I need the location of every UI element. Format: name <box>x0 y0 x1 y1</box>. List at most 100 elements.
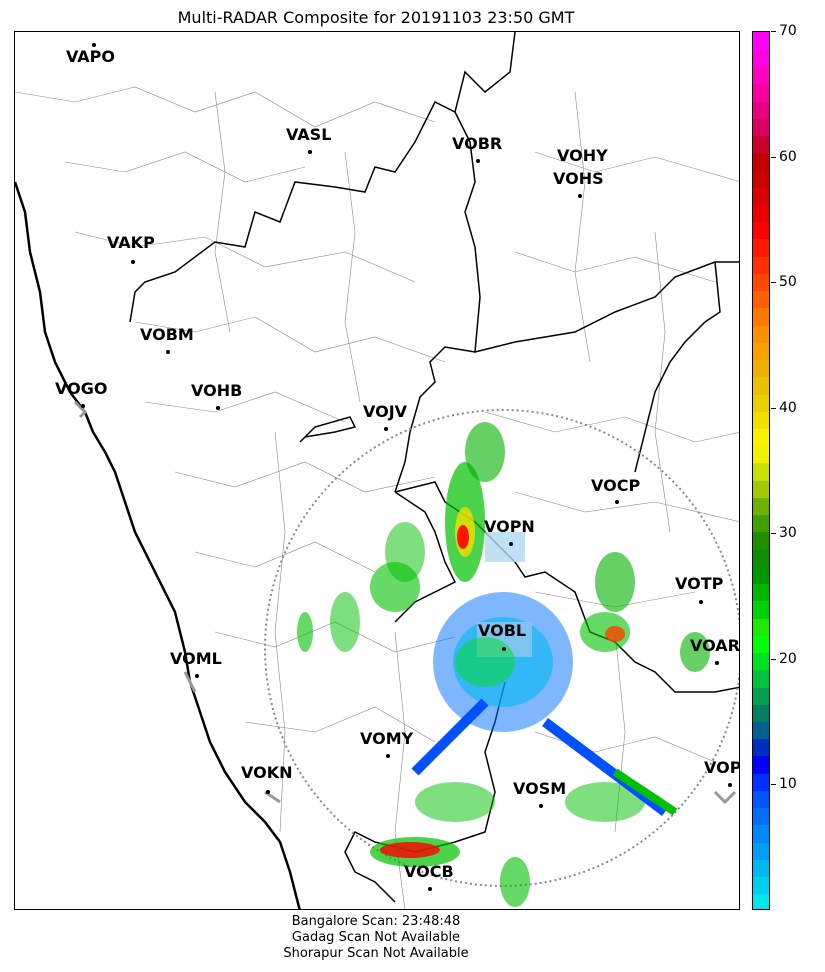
colorbar-segment <box>753 514 769 533</box>
colorbar-tick-label: 20 <box>779 650 797 667</box>
colorbar-segment <box>753 238 769 257</box>
station-label-vohs: VOHS <box>553 169 604 188</box>
colorbar-segment <box>753 359 769 378</box>
station-dot-vobl <box>502 647 506 651</box>
station-label-vomy: VOMY <box>360 729 414 748</box>
colorbar-segment <box>753 566 769 585</box>
colorbar-tick <box>771 533 776 535</box>
station-dot-vopn <box>509 542 513 546</box>
radar-map[interactable]: VAPO VASL VOBR VOHY VOHS VAKP VOBM VOGO VOHB VOJV… <box>14 31 740 910</box>
station-label-votp: VOTP <box>675 574 724 593</box>
colorbar-segment <box>753 428 769 447</box>
colorbar-segment <box>753 376 769 395</box>
colorbar-segment <box>753 204 769 223</box>
colorbar-segment <box>753 83 769 102</box>
colorbar-segment <box>753 325 769 343</box>
scan-status-line: Shorapur Scan Not Available <box>283 946 469 961</box>
colorbar-segment <box>753 583 769 602</box>
colorbar-segment <box>753 66 769 85</box>
colorbar-tick-label: 60 <box>779 148 797 165</box>
colorbar-segment <box>753 704 769 722</box>
chart-title: Multi-RADAR Composite for 20191103 23:50… <box>177 8 575 27</box>
station-dot-vasl <box>308 150 312 154</box>
colorbar-segment <box>753 531 769 550</box>
coastline <box>15 181 301 909</box>
station-label-vapo: VAPO <box>66 47 115 66</box>
colorbar-segment <box>753 824 769 843</box>
station-label-vobr: VOBR <box>452 134 502 153</box>
colorbar-segment <box>753 807 769 826</box>
scan-status: Bangalore Scan: 23:48:48 Gadag Scan Not … <box>0 914 752 962</box>
station-dot-vakp <box>131 260 135 264</box>
colorbar-segment <box>753 256 769 274</box>
colorbar-segment <box>753 135 769 154</box>
colorbar-segment <box>753 686 769 705</box>
colorbar-segment <box>753 600 769 619</box>
colorbar-tick <box>771 658 776 660</box>
station-dot-vobm <box>166 350 170 354</box>
colorbar-segment <box>753 893 769 909</box>
station-dot-vohb <box>216 406 220 410</box>
colorbar-segment <box>753 342 769 361</box>
colorbar-tick <box>771 282 776 284</box>
station-dot-vocp <box>615 500 619 504</box>
station-label-vocp: VOCP <box>591 476 640 495</box>
colorbar-segment <box>753 497 769 516</box>
station-dot-vokn <box>266 790 270 794</box>
colorbar-segment <box>753 152 769 171</box>
station-dot-vocb <box>428 887 432 891</box>
colorbar-segment <box>753 721 769 740</box>
colorbar-segment <box>753 618 769 636</box>
station-label-vojv: VOJV <box>363 402 408 421</box>
station-markers: VAPO VASL VOBR VOHY VOHS VAKP VOBM VOGO VOHB VOJV… <box>55 43 740 891</box>
colorbar-segment <box>753 221 769 240</box>
colorbar-tick <box>771 407 776 409</box>
colorbar-segment <box>753 393 769 412</box>
map-canvas: VAPO VASL VOBR VOHY VOHS VAKP VOBM VOGO VOHB VOJV… <box>15 32 740 909</box>
station-dot-votp <box>699 600 703 604</box>
colorbar-tick-label: 50 <box>779 274 797 291</box>
colorbar-segment <box>753 738 769 757</box>
colorbar-segment <box>753 273 769 292</box>
station-dot-vapo <box>92 43 96 47</box>
colorbar-tick-label: 70 <box>779 23 797 39</box>
station-label-vopc: VOPC <box>704 758 740 777</box>
station-label-vokn: VOKN <box>241 763 293 782</box>
station-label-vosm: VOSM <box>513 779 566 798</box>
station-label-vobl: VOBL <box>478 621 526 640</box>
colorbar-segment <box>753 49 769 68</box>
station-label-vasl: VASL <box>286 125 331 144</box>
station-label-vogo: VOGO <box>55 379 107 398</box>
colorbar-segment <box>753 790 769 809</box>
colorbar-segment <box>753 462 769 481</box>
state-boundaries <box>129 32 739 903</box>
colorbar-tick-label: 30 <box>779 525 797 542</box>
colorbar-segment <box>753 669 769 688</box>
colorbar-segment <box>753 859 769 878</box>
station-label-vakp: VAKP <box>107 233 155 252</box>
station-dot-voar <box>715 661 719 665</box>
radar-range-ring <box>264 409 739 887</box>
station-dot-vosm <box>539 804 543 808</box>
station-label-vobm: VOBM <box>140 325 194 344</box>
colorbar-segment <box>753 169 769 188</box>
colorbar-tick <box>771 156 776 158</box>
station-dot-vopc <box>728 783 732 787</box>
station-dot-voml <box>195 674 199 678</box>
station-label-vohb: VOHB <box>191 381 242 400</box>
colorbar-segment <box>753 876 769 895</box>
colorbar-segment <box>753 411 769 429</box>
colorbar-segment <box>753 842 769 860</box>
colorbar-segment <box>753 307 769 326</box>
station-label-voml: VOML <box>170 649 222 668</box>
station-dot-vojv <box>384 427 388 431</box>
colorbar-segment <box>753 755 769 774</box>
colorbar-segment <box>753 549 769 567</box>
colorbar-segment <box>753 652 769 671</box>
colorbar-segment <box>753 118 769 136</box>
station-dot-vogo <box>81 404 85 408</box>
colorbar-segment <box>753 32 769 50</box>
colorbar-tick <box>771 784 776 786</box>
colorbar <box>752 31 770 910</box>
colorbar-segment <box>753 100 769 119</box>
